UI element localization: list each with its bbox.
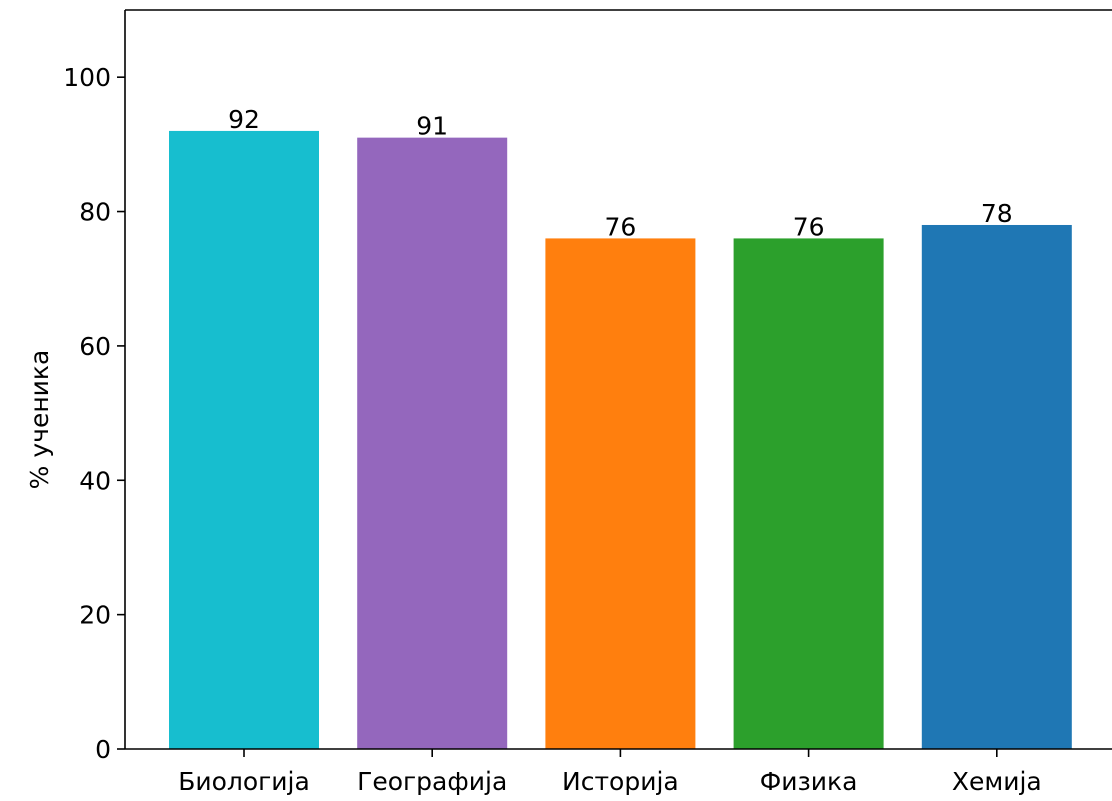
bar-value-labels: 92 91 76 76 78 [228,105,1013,241]
bar-5 [921,224,1072,749]
x-tick-label: Физика [760,767,858,796]
y-tick-label: 40 [79,466,111,495]
y-tick-label: 0 [95,735,111,764]
x-tick-label: Историја [562,767,679,796]
bar-1 [169,130,319,750]
bar-value-label: 76 [793,212,825,241]
bar-value-label: 76 [604,212,636,241]
x-axis: Биологија Географија Историја Физика Хемија [178,749,1042,796]
bar-2 [357,137,508,750]
bar-value-label: 92 [228,105,260,134]
bar-4 [733,238,884,749]
y-tick-label: 60 [79,332,111,361]
y-tick-label: 80 [79,198,111,227]
y-tick-label: 20 [79,601,111,630]
y-axis: 0 20 40 60 80 100 [63,63,125,764]
x-tick-label: Биологија [178,767,310,796]
x-tick-label: Географија [357,767,507,796]
bar-value-label: 78 [981,199,1013,228]
x-tick-label: Хемија [952,767,1042,796]
y-axis-label: % ученика [25,350,54,490]
bar-value-label: 91 [416,112,448,141]
y-tick-label: 100 [63,63,111,92]
bar-3 [545,238,696,749]
bars-group [169,130,1072,750]
